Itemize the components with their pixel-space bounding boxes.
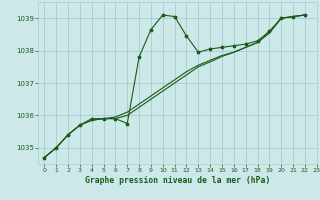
X-axis label: Graphe pression niveau de la mer (hPa): Graphe pression niveau de la mer (hPa) xyxy=(85,176,270,185)
